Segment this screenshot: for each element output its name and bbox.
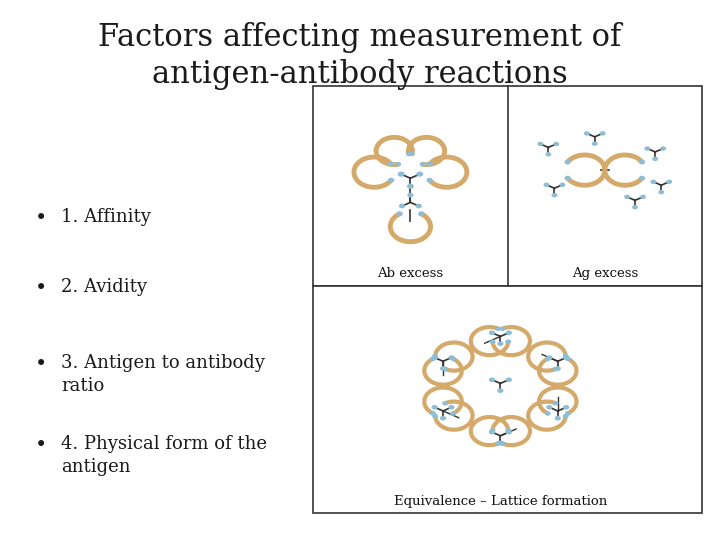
- Circle shape: [395, 162, 401, 166]
- Circle shape: [658, 190, 664, 194]
- Circle shape: [388, 178, 395, 183]
- Circle shape: [562, 354, 569, 358]
- Circle shape: [431, 405, 438, 410]
- Circle shape: [418, 212, 425, 216]
- Text: •: •: [35, 208, 47, 228]
- Circle shape: [554, 416, 561, 421]
- Circle shape: [505, 330, 512, 335]
- Circle shape: [552, 367, 559, 372]
- Text: •: •: [35, 278, 47, 298]
- Circle shape: [495, 441, 501, 446]
- Text: 1. Affinity: 1. Affinity: [61, 208, 151, 226]
- Circle shape: [564, 176, 571, 181]
- Circle shape: [408, 193, 413, 198]
- Text: 2. Avidity: 2. Avidity: [61, 278, 147, 296]
- Circle shape: [546, 152, 552, 157]
- Circle shape: [564, 411, 571, 416]
- Circle shape: [650, 180, 656, 184]
- Circle shape: [440, 366, 446, 371]
- Circle shape: [639, 159, 645, 164]
- Text: •: •: [35, 435, 47, 455]
- Circle shape: [554, 366, 561, 371]
- Circle shape: [563, 355, 570, 360]
- Circle shape: [552, 193, 557, 197]
- Circle shape: [432, 354, 438, 358]
- Circle shape: [495, 326, 501, 331]
- Circle shape: [432, 414, 438, 418]
- Circle shape: [640, 195, 646, 199]
- Circle shape: [430, 411, 436, 416]
- Circle shape: [415, 204, 422, 208]
- Circle shape: [505, 428, 511, 433]
- Circle shape: [407, 184, 414, 189]
- Circle shape: [505, 377, 512, 382]
- Circle shape: [397, 172, 405, 177]
- Circle shape: [546, 355, 552, 360]
- Circle shape: [440, 416, 446, 421]
- Circle shape: [449, 405, 454, 410]
- Circle shape: [559, 183, 565, 187]
- Circle shape: [666, 180, 672, 184]
- Circle shape: [546, 405, 552, 410]
- Circle shape: [449, 355, 454, 360]
- Circle shape: [562, 414, 569, 418]
- Circle shape: [544, 183, 549, 187]
- Circle shape: [420, 162, 426, 166]
- Circle shape: [396, 212, 402, 216]
- Circle shape: [388, 161, 395, 166]
- Text: Equivalence – Lattice formation: Equivalence – Lattice formation: [394, 495, 607, 508]
- Text: 4. Physical form of the
antigen: 4. Physical form of the antigen: [61, 435, 267, 476]
- Circle shape: [552, 401, 559, 406]
- Circle shape: [409, 152, 415, 156]
- Circle shape: [505, 340, 511, 344]
- Circle shape: [498, 388, 503, 393]
- Circle shape: [545, 411, 551, 416]
- Circle shape: [406, 152, 412, 156]
- Circle shape: [584, 131, 590, 136]
- Circle shape: [442, 401, 449, 406]
- Circle shape: [490, 340, 495, 344]
- Circle shape: [652, 157, 658, 161]
- Circle shape: [430, 356, 436, 361]
- Circle shape: [545, 356, 551, 361]
- Circle shape: [498, 341, 503, 346]
- Circle shape: [442, 367, 449, 372]
- Circle shape: [450, 356, 456, 361]
- Text: Factors affecting measurement of
antigen-antibody reactions: Factors affecting measurement of antigen…: [99, 22, 621, 90]
- Bar: [313, 86, 702, 286]
- Circle shape: [563, 405, 570, 410]
- Circle shape: [644, 146, 650, 151]
- Circle shape: [426, 178, 433, 183]
- Circle shape: [489, 377, 495, 382]
- Circle shape: [450, 411, 456, 416]
- Circle shape: [564, 356, 571, 361]
- Circle shape: [554, 142, 559, 146]
- Circle shape: [600, 131, 606, 136]
- Text: •: •: [35, 354, 47, 374]
- Text: 3. Antigen to antibody
ratio: 3. Antigen to antibody ratio: [61, 354, 265, 395]
- Circle shape: [632, 205, 638, 210]
- Circle shape: [426, 161, 433, 166]
- Circle shape: [537, 142, 544, 146]
- Circle shape: [639, 176, 645, 181]
- Circle shape: [416, 172, 423, 177]
- Circle shape: [660, 146, 666, 151]
- Circle shape: [431, 355, 438, 360]
- Circle shape: [624, 195, 630, 199]
- Circle shape: [498, 441, 503, 446]
- Circle shape: [490, 428, 495, 433]
- Text: Ag excess: Ag excess: [572, 267, 638, 280]
- Circle shape: [592, 141, 598, 146]
- Bar: [313, 286, 702, 513]
- Circle shape: [505, 430, 512, 435]
- Circle shape: [489, 430, 495, 435]
- Circle shape: [489, 330, 495, 335]
- Text: Ab excess: Ab excess: [377, 267, 444, 280]
- Circle shape: [564, 159, 571, 164]
- Circle shape: [500, 441, 505, 446]
- Circle shape: [500, 326, 505, 331]
- Circle shape: [399, 204, 405, 208]
